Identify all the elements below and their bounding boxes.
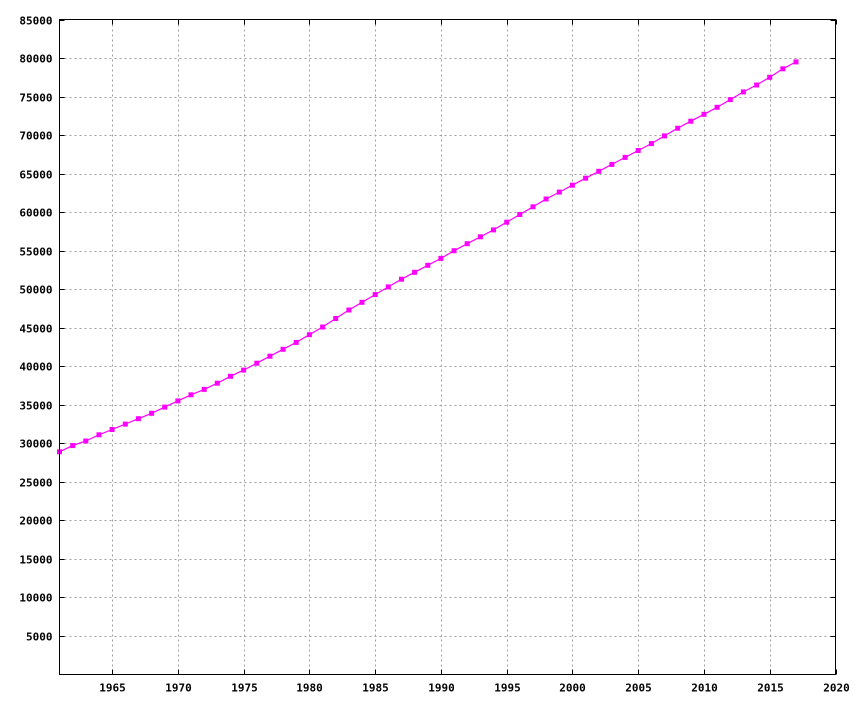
x-tick-label: 2015 (757, 682, 784, 695)
y-tick-label: 60000 (19, 207, 52, 220)
y-tick-label: 25000 (19, 477, 52, 490)
x-tick-label: 2005 (625, 682, 652, 695)
x-tick-label: 1970 (165, 682, 192, 695)
data-point-marker (543, 196, 549, 202)
data-point-marker (517, 212, 523, 217)
data-point-marker (635, 148, 641, 153)
data-point-marker (320, 324, 326, 330)
data-point-marker (267, 353, 273, 359)
data-point-marker (767, 74, 773, 80)
y-tick-label: 20000 (19, 515, 52, 528)
data-point-marker (83, 438, 89, 444)
data-point-marker (740, 89, 746, 95)
data-point-marker (385, 284, 391, 290)
x-tick-label: 1980 (296, 682, 323, 695)
x-tick-label: 2010 (691, 682, 718, 695)
x-axis-tick-labels: 1965 1970 1975 1980 1985 1990 1995 2000 2005 2010… (99, 682, 850, 695)
data-point-marker (648, 141, 654, 147)
data-point-marker (293, 339, 299, 345)
data-point-marker (399, 276, 404, 282)
data-point-marker (569, 182, 575, 188)
data-point-marker (596, 168, 602, 174)
data-point-marker (793, 59, 799, 65)
y-tick-label: 45000 (19, 323, 52, 336)
data-point-marker (162, 404, 168, 410)
y-tick-label: 35000 (19, 400, 52, 413)
grid-lines (59, 19, 836, 675)
y-tick-label: 15000 (19, 554, 52, 567)
data-point-marker (438, 255, 444, 261)
data-point-marker (280, 346, 286, 352)
data-point-marker (727, 97, 733, 103)
data-point-marker (201, 386, 207, 392)
data-point-marker (530, 204, 536, 210)
data-point-marker (175, 398, 181, 404)
data-point-marker (70, 443, 76, 449)
data-point-marker (109, 427, 115, 432)
data-point-marker (241, 367, 247, 373)
x-tick-label: 1965 (99, 682, 126, 695)
data-series (57, 59, 799, 455)
data-point-marker (701, 111, 707, 117)
plot-frame (59, 19, 836, 675)
data-point-marker (135, 416, 141, 422)
x-tick-label: 2020 (823, 682, 850, 695)
data-point-marker (780, 66, 786, 72)
data-point-marker (556, 189, 562, 195)
data-point-marker (477, 234, 483, 240)
y-tick-label: 80000 (19, 53, 52, 66)
x-tick-label: 1990 (428, 682, 455, 695)
x-tick-label: 2000 (559, 682, 586, 695)
data-point-marker (662, 133, 667, 139)
x-tick-label: 1995 (494, 682, 521, 695)
data-point-marker (372, 292, 378, 298)
data-point-marker (504, 219, 510, 225)
data-point-marker (214, 380, 220, 386)
data-point-marker (254, 360, 260, 366)
y-tick-label: 50000 (19, 284, 52, 297)
data-point-marker (96, 432, 102, 438)
data-point-marker (122, 421, 128, 427)
data-point-marker (306, 332, 312, 338)
data-point-marker (491, 227, 496, 233)
y-tick-label: 55000 (19, 246, 52, 259)
y-tick-label: 30000 (19, 438, 52, 451)
data-point-marker (188, 392, 194, 398)
y-tick-label: 40000 (19, 361, 52, 374)
data-point-marker (412, 269, 418, 275)
y-tick-label: 5000 (26, 631, 53, 644)
x-tick-label: 1975 (231, 682, 258, 695)
x-tick-label: 1985 (362, 682, 389, 695)
data-point-marker (425, 262, 431, 268)
data-point-marker (359, 299, 365, 305)
series-line (59, 61, 797, 453)
data-point-marker (346, 307, 352, 313)
data-point-marker (714, 104, 720, 110)
data-point-marker (451, 248, 457, 254)
data-point-marker (464, 241, 470, 247)
axis-ticks (59, 19, 837, 675)
data-point-marker (228, 373, 233, 379)
data-point-marker (333, 316, 339, 321)
data-point-marker (583, 175, 589, 181)
y-tick-label: 75000 (19, 92, 52, 105)
data-point-marker (149, 410, 155, 416)
data-point-marker (609, 161, 615, 167)
data-point-marker (688, 118, 694, 124)
y-axis-tick-labels: 5000 10000 15000 20000 25000 30000 35000 40000 4… (19, 15, 52, 644)
y-tick-label: 85000 (19, 15, 52, 28)
y-tick-label: 65000 (19, 169, 52, 182)
y-tick-label: 70000 (19, 130, 52, 143)
data-point-marker (754, 82, 760, 88)
data-point-marker (622, 154, 628, 160)
y-tick-label: 10000 (19, 592, 52, 605)
data-point-marker (675, 125, 681, 131)
